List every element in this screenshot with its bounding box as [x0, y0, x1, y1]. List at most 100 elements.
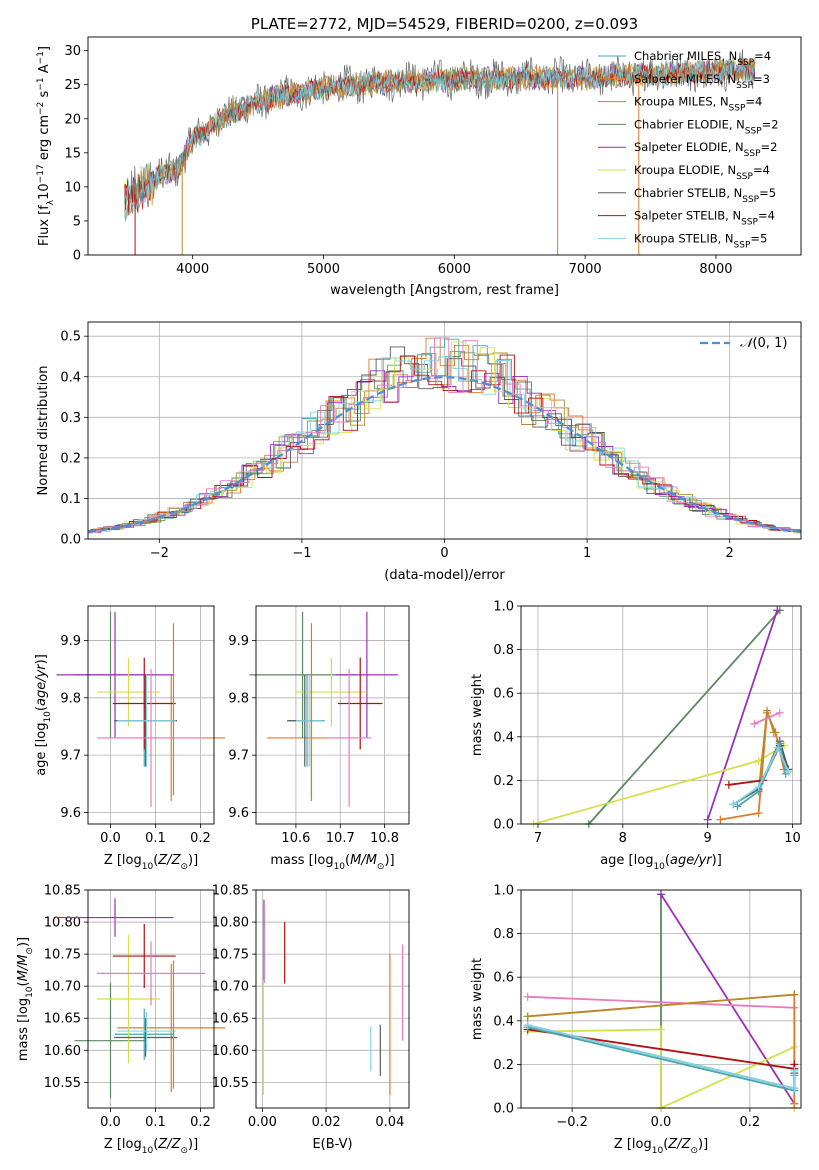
y-tick-label: 0.6 [493, 971, 514, 986]
y-tick-label: 10.80 [212, 916, 249, 931]
x-tick-label: 7000 [569, 262, 602, 277]
x-tick-label: 1 [583, 546, 591, 561]
plot-area [529, 606, 793, 828]
series-marker [523, 992, 532, 1001]
plot-area [56, 611, 226, 807]
legend-label: Chabrier MILES, NSSP=4 [634, 49, 771, 68]
histogram-step [88, 341, 801, 534]
histogram-step [88, 354, 801, 533]
histogram-step [88, 355, 801, 533]
x-tick-label: 8 [619, 831, 627, 846]
y-tick-label: 9.9 [60, 634, 81, 649]
series-line [753, 711, 781, 725]
x-axis-label: (data-model)/error [384, 568, 505, 583]
y-tick-label: 0.2 [60, 451, 81, 466]
axes-frame [87, 605, 215, 825]
legend-label: 𝒩(0, 1) [740, 336, 787, 351]
x-axis-label: E(B-V) [312, 1137, 352, 1152]
series-marker [790, 1066, 799, 1075]
y-tick-label: 10.60 [212, 1044, 249, 1059]
y-tick-label: 0 [73, 249, 81, 264]
x-tick-label: 0.2 [190, 1115, 211, 1130]
panel-weight-vs-Z: −0.2 0.0 0.2 0.0 0.2 0.4 0.6 0.8 1.0 Z [log10(Z/Z… [470, 884, 802, 1156]
legend-label: Kroupa ELODIE, NSSP=4 [634, 163, 770, 182]
x-tick-label: 0.02 [312, 1115, 341, 1130]
y-tick-label: 0.8 [493, 643, 514, 658]
plot-area [56, 898, 226, 1099]
series-marker [657, 1025, 665, 1034]
x-tick-label: 7 [534, 831, 542, 846]
x-tick-label: 0.0 [100, 831, 121, 846]
y-axis-label: mass weight [470, 958, 485, 1040]
x-axis-label: Z [log10(Z/Z⊙)] [104, 1137, 198, 1156]
plot-area [87, 337, 802, 534]
series-marker [773, 606, 782, 615]
y-tick-label: 10.65 [212, 1012, 249, 1027]
legend-label: Salpeter ELODIE, NSSP=2 [634, 140, 777, 159]
axes-frame [87, 36, 802, 256]
y-tick-label: 5 [73, 214, 81, 229]
series-line [588, 609, 781, 825]
x-tick-label: 2 [726, 546, 734, 561]
y-tick-label: 0.4 [493, 1014, 514, 1029]
y-tick-label: 30 [64, 44, 81, 59]
series-marker [724, 780, 733, 789]
y-tick-label: 0.1 [60, 492, 81, 507]
x-tick-label: 9 [704, 831, 712, 846]
y-tick-label: 10.85 [212, 884, 249, 899]
y-tick-label: 10.60 [44, 1044, 81, 1059]
axes-frame [87, 321, 802, 540]
y-tick-label: 0.2 [493, 1058, 514, 1073]
axes-frame [87, 889, 215, 1109]
y-tick-label: 10.55 [44, 1076, 81, 1091]
legend: Chabrier MILES, NSSP=4 Salpeter MILES, NS… [598, 49, 779, 250]
y-tick-label: 9.8 [60, 691, 81, 706]
x-tick-label: 10 [784, 831, 801, 846]
y-tick-label: 9.9 [228, 634, 249, 649]
x-axis-label: Z [log10(Z/Z⊙)] [104, 853, 198, 872]
y-tick-label: 0.6 [493, 687, 514, 702]
x-axis-label: Z [log10(Z/Z⊙)] [614, 1137, 708, 1156]
legend-label: Chabrier ELODIE, NSSP=2 [634, 117, 779, 136]
series-marker [657, 890, 665, 899]
y-tick-label: 10.70 [212, 980, 249, 995]
series-marker [523, 1021, 532, 1030]
series-line [527, 993, 795, 1018]
gaussian-curve [87, 376, 802, 533]
y-tick-label: 10.75 [44, 948, 81, 963]
figure-title: PLATE=2772, MJD=54529, FIBERID=0200, z=0… [251, 15, 638, 33]
y-tick-label: 0.5 [60, 330, 81, 345]
x-tick-label: 0.1 [145, 1115, 166, 1130]
panel-spectrum: 4000 5000 6000 7000 8000 0 5 10 15 20 25 30 waveleng… [36, 36, 802, 298]
y-axis-label: Flux [fλ10−17 erg cm−2 s−1 A−1] [36, 46, 56, 246]
y-tick-label: 0.3 [60, 411, 81, 426]
x-tick-label: 0 [440, 546, 448, 561]
series-marker [790, 1099, 799, 1108]
series-line [660, 893, 796, 1105]
series-marker [703, 815, 712, 824]
series-marker [784, 767, 793, 776]
x-tick-label: 4000 [176, 262, 209, 277]
y-tick-label: 10.75 [212, 948, 249, 963]
y-axis-label: mass [log10(M/M⊙)] [16, 937, 35, 1061]
x-axis-label: age [log10(age/yr)] [600, 853, 722, 872]
plot-area [262, 899, 404, 1096]
y-tick-label: 10.85 [44, 884, 81, 899]
y-tick-label: 1.0 [493, 884, 514, 899]
y-tick-label: 20 [64, 112, 81, 127]
x-tick-label: 10.7 [326, 831, 355, 846]
y-tick-label: 25 [64, 78, 81, 93]
legend: 𝒩(0, 1) [700, 336, 787, 351]
y-tick-label: 10.55 [212, 1076, 249, 1091]
series-marker [523, 1012, 532, 1021]
y-tick-label: 0.2 [493, 774, 514, 789]
y-axis-label: mass weight [470, 674, 485, 756]
panel-mass-vs-Z: 0.0 0.1 0.2 10.55 10.60 10.65 10.70 10.75 10.80 1… [16, 884, 226, 1156]
x-tick-label: 0.2 [190, 831, 211, 846]
y-tick-label: 10.65 [44, 1012, 81, 1027]
panel-weight-vs-age: 7 8 9 10 0.0 0.2 0.4 0.6 0.8 1.0 age [log10(age/yr… [470, 600, 802, 872]
series-marker [775, 708, 784, 717]
y-tick-label: 10.70 [44, 980, 81, 995]
series-marker [750, 719, 759, 728]
y-tick-label: 0.4 [60, 370, 81, 385]
